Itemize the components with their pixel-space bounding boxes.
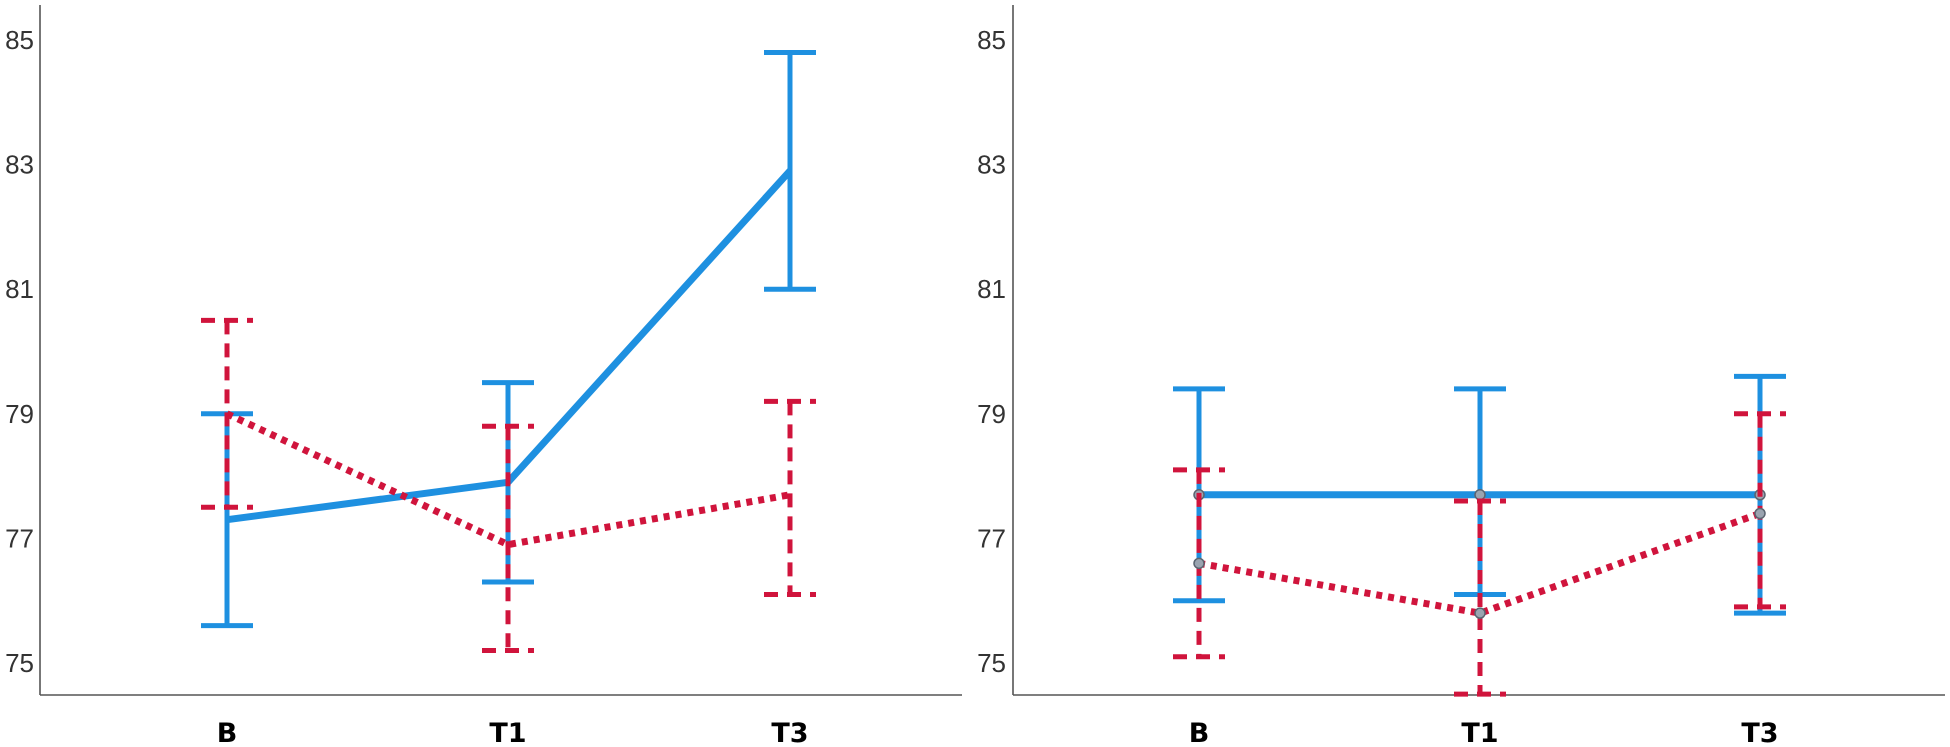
x-category-label: B xyxy=(217,718,238,747)
y-tick-label: 75 xyxy=(5,648,34,678)
data-point xyxy=(1754,507,1766,520)
left-panel: 75 77 79 81 83 85 B T1 T3 xyxy=(5,5,962,747)
y-tick-label: 83 xyxy=(977,150,1006,180)
x-category-label: T1 xyxy=(489,718,526,747)
y-tick-label: 79 xyxy=(5,399,34,429)
y-tick-label: 81 xyxy=(977,274,1006,304)
y-tick-label: 83 xyxy=(5,150,34,180)
y-tick-label: 85 xyxy=(977,25,1006,55)
y-tick-label: 77 xyxy=(977,523,1006,553)
x-category-label: T1 xyxy=(1461,718,1498,747)
y-tick-label: 85 xyxy=(5,25,34,55)
data-point xyxy=(1474,489,1486,501)
y-tick-label: 77 xyxy=(5,523,34,553)
y-tick-label: 79 xyxy=(977,399,1006,429)
y-tick-label: 75 xyxy=(977,648,1006,678)
x-category-label: B xyxy=(1189,718,1210,747)
right-panel: 75 77 79 81 83 85 B T1 T3 xyxy=(977,5,1945,747)
y-tick-label: 81 xyxy=(5,274,34,304)
data-point xyxy=(1193,557,1205,570)
x-category-label: T3 xyxy=(771,718,808,747)
x-category-label: T3 xyxy=(1741,718,1778,747)
series-line-dotted xyxy=(1198,510,1762,617)
data-point xyxy=(1474,607,1486,619)
